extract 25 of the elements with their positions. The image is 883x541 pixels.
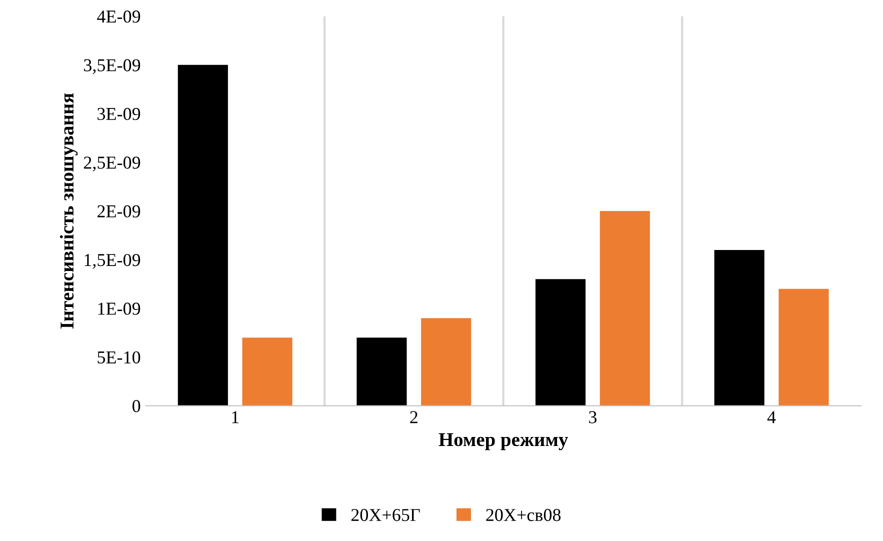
y-tick-label: 2,5E-09 [84, 156, 140, 172]
x-tick-label: 2 [410, 411, 418, 424]
bar [778, 288, 829, 406]
legend-label: 20Х+св08 [486, 508, 561, 522]
y-tick-label: 3E-09 [98, 108, 140, 120]
y-tick-label: 1,5E-09 [84, 254, 140, 269]
y-tick-label: 5E-10 [98, 351, 140, 364]
x-tick-label: 3 [589, 411, 597, 424]
bar [535, 279, 586, 406]
bar [242, 338, 292, 406]
x-tick-label: 1 [232, 411, 239, 424]
bar [178, 64, 228, 406]
y-tick-label: 3,5E-09 [84, 59, 140, 74]
y-axis-title: Інтенсивність зношування [60, 93, 78, 329]
y-tick-label: 2E-09 [98, 205, 140, 218]
x-axis-title: Номер режиму [438, 433, 568, 450]
y-tick-label: 0 [132, 400, 140, 412]
legend-label: 20Х+65Г [351, 508, 420, 522]
bar [600, 210, 650, 406]
bar [714, 250, 764, 406]
x-tick-label: 4 [767, 411, 776, 424]
bar [356, 338, 407, 406]
y-tick-label: 4E-09 [97, 10, 140, 23]
bar [421, 318, 472, 406]
y-tick-label: 1E-09 [98, 302, 140, 315]
